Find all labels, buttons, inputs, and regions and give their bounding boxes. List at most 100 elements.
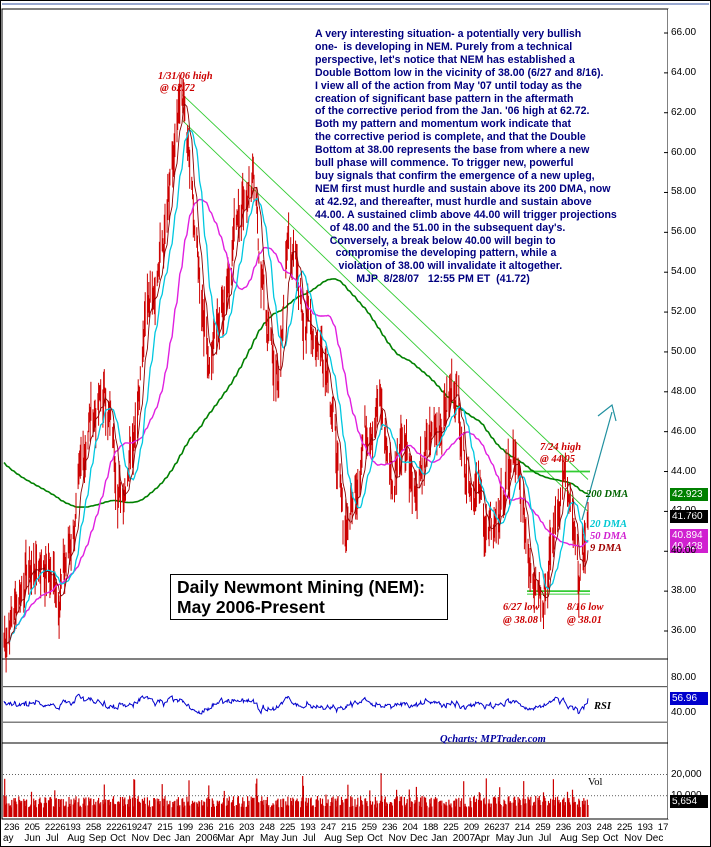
volume-bar (391, 805, 393, 817)
x-tick-month: Jun (517, 833, 534, 844)
volume-bar (255, 783, 257, 817)
volume-bar (459, 807, 461, 817)
volume-bar (38, 804, 40, 817)
volume-bar (587, 805, 589, 817)
volume-bar (508, 796, 510, 817)
y-tick-label: 40.00 (671, 545, 697, 557)
volume-bar (122, 806, 124, 817)
x-tick-day: 4 (412, 822, 418, 833)
x-tick-day: 23 (555, 822, 567, 833)
label-rsi: RSI (594, 701, 611, 712)
volume-bar (60, 798, 62, 817)
volume-bar (4, 778, 6, 817)
volume-bar (133, 779, 135, 817)
volume-bar (314, 807, 316, 817)
volume-bar (159, 801, 161, 817)
volume-bar (213, 803, 215, 817)
volume-bar (465, 806, 467, 817)
y-tick-label: 42.00 (671, 505, 697, 517)
volume-bar (552, 779, 554, 817)
volume-bar (94, 805, 96, 817)
volume-bar (408, 789, 410, 817)
volume-bar (503, 799, 505, 817)
volume-bar (34, 800, 36, 817)
x-tick-day: 26 (484, 822, 495, 833)
volume-bar (473, 797, 475, 817)
volume-bar (430, 797, 432, 817)
volume-bar (336, 798, 338, 817)
volume-bar (53, 806, 55, 817)
volume-bar (206, 798, 208, 817)
volume-bar (469, 797, 471, 817)
volume-bar (211, 798, 213, 817)
volume-bar (172, 803, 175, 817)
y-tick-label: 64.00 (671, 66, 697, 78)
volume-bar (522, 798, 524, 817)
commentary-line: of 48.00 and the 51.00 in the subsequent… (329, 221, 566, 234)
volume-bar (54, 790, 56, 817)
volume-bar (18, 796, 20, 817)
x-tick-day: 24 (596, 822, 608, 833)
volume-bar (331, 797, 333, 817)
volume-bar (14, 801, 16, 817)
volume-bar (45, 802, 47, 817)
volume-bar (63, 805, 65, 817)
volume-bar (147, 805, 149, 817)
volume-bar (306, 805, 308, 817)
y-tick-label: 52.00 (671, 306, 697, 318)
volume-bar (300, 807, 302, 817)
volume-bar (64, 805, 66, 817)
volume-bar (359, 806, 361, 817)
x-tick-day: 19 (177, 822, 189, 833)
volume-bar (453, 800, 456, 817)
x-tick-day: 6 (14, 822, 20, 833)
x-tick-day: 22 (616, 822, 628, 833)
volume-bar (336, 806, 338, 817)
volume-bar (509, 802, 511, 817)
volume-bar (172, 802, 174, 817)
x-tick-month: May (260, 833, 279, 844)
volume-bar (141, 798, 143, 817)
y-tick-label: 62.00 (671, 106, 697, 118)
x-tick-month: Oct (110, 833, 126, 844)
volume-bar (513, 797, 515, 817)
x-tick-day: 22 (106, 822, 117, 833)
volume-bar (421, 795, 423, 817)
x-tick-day: 21 (218, 822, 230, 833)
x-tick-day: 22 (44, 822, 56, 833)
volume-bar (416, 797, 418, 817)
volume-bar (69, 803, 71, 817)
volume-bar (143, 797, 146, 817)
volume-bar (84, 805, 86, 817)
volume-bar (429, 799, 431, 817)
volume-bar (372, 801, 374, 817)
x-tick-day: 8 (433, 822, 439, 833)
volume-bar (405, 806, 407, 817)
x-tick-day: 3 (249, 822, 255, 833)
volume-bar (354, 799, 356, 817)
volume-bar (247, 796, 249, 817)
chart-subtitle: May 2006-Present (177, 597, 325, 617)
volume-bar (352, 805, 354, 817)
volume-bar (4, 804, 6, 817)
x-tick-month: Mar (217, 833, 235, 844)
projection-arrow (581, 403, 617, 521)
volume-bar (179, 805, 181, 817)
volume-bar (98, 803, 100, 817)
volume-bar (439, 801, 441, 817)
x-tick-month: Oct (602, 833, 619, 844)
volume-bar (317, 800, 319, 817)
volume-tick-label: 20,000 (671, 768, 702, 780)
x-tick-day: 19 (300, 822, 311, 833)
volume-bar (186, 796, 188, 817)
x-tick-day: 26 (116, 822, 127, 833)
volume-bar (44, 797, 46, 817)
volume-bar (371, 804, 373, 817)
volume-bar (107, 800, 109, 817)
volume-bar (438, 801, 440, 817)
commentary-line: the corrective period is complete, and t… (315, 131, 586, 144)
tag-last-price: 41.760 (670, 510, 708, 523)
annotation-high-jul-value: @ 44.05 (540, 454, 575, 465)
volume-bar (152, 806, 154, 817)
